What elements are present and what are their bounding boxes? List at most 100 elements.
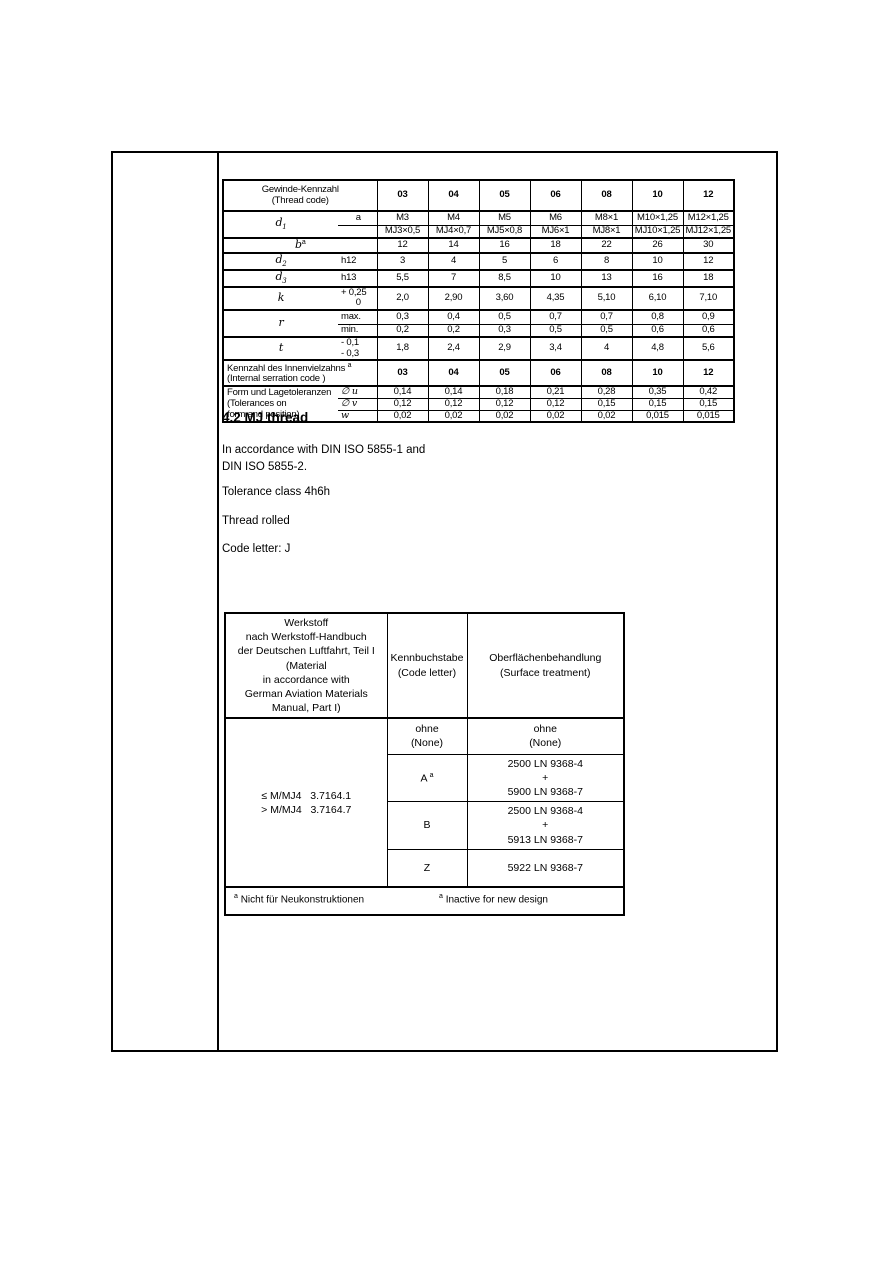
table-cell: 03 [376,359,429,388]
code-B-cell: B [386,801,468,850]
table-row-A: A a 2500 LN 9368-4 + 5900 LN 9368-7 [225,753,625,803]
table-cell: 14 [427,237,480,254]
r-symbol-cell: r [222,309,338,339]
table-cell: 12 [682,359,735,388]
table-cell: 0,12 [529,397,582,411]
table-cell: 0,12 [478,397,531,411]
table-cell: MJ8×1 [580,224,633,239]
material-value-cell: ≤ M/MJ4 3.7164.1 > M/MJ4 3.7164.7 [224,717,388,888]
footnote-german: a Nicht für Neukonstruktionen [234,893,365,906]
table-cell: 0,3 [376,309,429,325]
d3-tolerance-class: h13 [338,269,378,288]
table-cell: M12×1,25 [682,210,735,226]
code-none-cell: ohne (None) [386,717,468,755]
table-cell: 0,15 [631,397,684,411]
table-cell: 2,0 [376,286,429,312]
table-cell: 12 [682,252,735,271]
footnote-english: a Inactive for new design [439,893,548,906]
r-min-label: min. [338,323,378,339]
table-cell: 4,8 [631,336,684,362]
table-row-header: Gewinde-Kennzahl (Thread code) 03 04 05 … [222,179,735,212]
table-cell: 5 [478,252,531,271]
table-cell: MJ10×1,25 [631,224,684,239]
table-cell: 10 [631,179,684,212]
table-row-r-max: r max. 0,3 0,4 0,5 0,7 0,7 0,8 0,9 [222,309,735,339]
table-cell: 12 [376,237,429,254]
table-cell: 0,14 [427,385,480,399]
table-row-d1-mj: MJ3×0,5 MJ4×0,7 MJ5×0,8 MJ6×1 MJ8×1 MJ10… [223,224,735,239]
table-cell: 8,5 [478,269,531,288]
table-cell: 16 [631,269,684,288]
table-cell: 16 [478,237,531,254]
table-cell: 0,14 [376,385,429,399]
table-row-tol-u: Form und Lagetoleranzen (Tolerances on f… [222,385,735,423]
table-cell: 3,60 [478,286,531,312]
table-cell: 2,90 [427,286,480,312]
table-row-r-min: min. 0,2 0,2 0,3 0,5 0,5 0,6 0,6 [223,323,735,339]
table-cell: 0,9 [682,309,735,325]
table-cell: 30 [682,237,735,254]
table-cell: 10 [631,252,684,271]
table-cell: 0,21 [529,385,582,399]
table-cell: 06 [529,179,582,212]
table-cell: 05 [478,179,531,212]
table-cell: 0,5 [529,323,582,339]
thread-code-label-en: (Thread code) [271,194,329,206]
table-cell: MJ6×1 [529,224,582,239]
d2-tolerance-class: h12 [338,252,378,271]
table-cell: 5,10 [580,286,633,312]
table-cell: 4 [427,252,480,271]
table-row-k: k + 0,25 0 2,0 2,90 3,60 4,35 5,10 6,10 … [222,286,735,312]
table-row-serration: Kennzahl des Innenvielzahns a (Internal … [222,359,735,388]
tol-w-label: w [338,409,378,423]
d1-symbol: d1 [275,215,287,232]
table-cell: 5,5 [376,269,429,288]
table-row-header: Werkstoff nach Werkstoff-Handbuch der De… [224,612,625,720]
table-cell: 0,18 [478,385,531,399]
table-cell: 0,02 [580,409,633,423]
table-cell: 7,10 [682,286,735,312]
treatment-none-cell: ohne (None) [466,717,625,755]
table-cell: 13 [580,269,633,288]
d3-symbol-cell: d3 [222,269,338,288]
material-table: Werkstoff nach Werkstoff-Handbuch der De… [224,612,625,917]
table-cell: MJ5×0,8 [478,224,531,239]
t-symbol: t [278,341,284,355]
d3-symbol: d3 [275,269,287,285]
k-tolerance: + 0,25 0 [338,286,378,312]
t-symbol-cell: t [222,336,338,362]
margin-column-divider [217,151,219,1052]
table-cell: 2,4 [427,336,480,362]
table-row-b: ba 12 14 16 18 22 26 30 [222,237,735,254]
table-row-d1-m: d1 a M3 M4 M5 M6 M8×1 M10×1,25 M12×1,25 [222,210,735,239]
code-Z-cell: Z [386,848,468,888]
table-cell: 10 [631,359,684,388]
d2-symbol: d2 [275,252,287,268]
table-row-tol-v: ∅ v 0,12 0,12 0,12 0,12 0,15 0,15 0,15 [223,397,735,411]
table-cell: 2,9 [478,336,531,362]
table-cell: 0,35 [631,385,684,399]
treatment-B-cell: 2500 LN 9368-4 + 5913 LN 9368-7 [466,801,625,850]
table-cell: 0,015 [631,409,684,423]
table-cell: 0,12 [376,397,429,411]
table-cell: 0,4 [427,309,480,325]
thread-code-label-de: Gewinde-Kennzahl [261,183,339,195]
table-cell: 0,3 [478,323,531,339]
table-cell: 0,6 [682,323,735,339]
table-row-tol-w: w 0,02 0,02 0,02 0,02 0,02 0,015 0,015 [223,409,735,423]
table-row-d2: d2 h12 3 4 5 6 8 10 12 [222,252,735,271]
page-frame [111,151,778,1052]
table-cell: 4 [580,336,633,362]
b-symbol: b [294,238,302,252]
table-cell: 04 [427,359,480,388]
table-cell: 12 [682,179,735,212]
table-cell: 26 [631,237,684,254]
table-cell: 0,2 [376,323,429,339]
tol-v-label: ∅ v [338,397,378,411]
table-cell: 0,6 [631,323,684,339]
table-cell: 0,7 [580,309,633,325]
k-symbol-cell: k [222,286,338,312]
table-row-t: t - 0,1 - 0,3 1,8 2,4 2,9 3,4 4 4,8 5,6 [222,336,735,362]
table-cell: M5 [478,210,531,226]
table-cell: 0,28 [580,385,633,399]
